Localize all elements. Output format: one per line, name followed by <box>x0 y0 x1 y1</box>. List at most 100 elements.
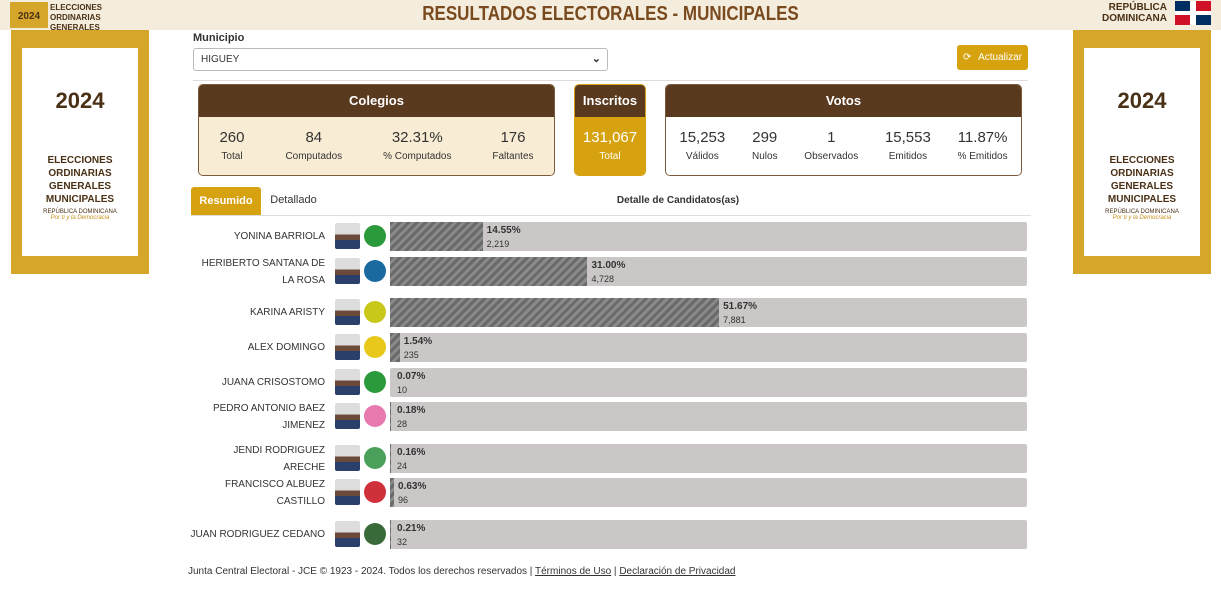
vote-track: 51.67% 7,881 <box>390 298 1027 327</box>
stat-value: 299 <box>752 129 778 146</box>
stat-label: Nulos <box>751 151 778 162</box>
vote-bar <box>390 478 394 507</box>
candidate-photo <box>335 258 360 284</box>
stat: 131,067 Total <box>582 129 638 175</box>
filter-label: Municipio <box>193 32 245 44</box>
stat-label: % Computados <box>383 151 452 162</box>
stat-value: 15,253 <box>679 129 726 146</box>
stat-label: Total <box>221 151 243 162</box>
stat-value: 1 <box>827 129 836 146</box>
stat-label: Emitidos <box>888 151 928 162</box>
divider <box>191 215 1031 216</box>
votes-label: 28 <box>397 419 408 429</box>
card-title: Inscritos <box>575 85 645 117</box>
country: REPÚBLICA DOMINICANA <box>1102 2 1167 24</box>
stat-value: 84 <box>305 129 323 146</box>
side-banner: 2024 ELECCIONES ORDINARIAS GENERALES MUN… <box>1073 30 1211 274</box>
vote-bar <box>390 257 588 286</box>
vote-bar <box>390 298 720 327</box>
banner-title: ELECCIONES ORDINARIAS GENERALES MUNICIPA… <box>45 155 115 205</box>
votos-card: Votos 15,253 Válidos 299 Nulos 1 Observados 15,… <box>665 84 1022 176</box>
stat: 32.31% % Computados <box>383 129 452 175</box>
stat: 15,253 Válidos <box>679 129 726 175</box>
pct-label: 0.18% <box>397 405 426 416</box>
stat-label: Computados <box>285 151 343 162</box>
stat: 260 Total <box>219 129 245 175</box>
party-logo <box>364 481 386 503</box>
page-title: RESULTADOS ELECTORALES - MUNICIPALES <box>422 3 799 25</box>
tab-active[interactable]: Resumido <box>191 187 261 215</box>
municipio-select[interactable]: HIGUEY ⌄ <box>193 48 608 71</box>
stat-value: 131,067 <box>582 129 638 146</box>
votes-label: 24 <box>397 461 408 471</box>
vote-track: 0.18% 28 <box>390 402 1027 431</box>
vote-bar <box>390 520 392 549</box>
candidate-name: PEDRO ANTONIO BAEZ JIMENEZ <box>212 402 325 431</box>
pct-label: 14.55% <box>486 225 521 236</box>
pct-label: 1.54% <box>403 336 433 347</box>
stat-label: % Emitidos <box>957 151 1008 162</box>
votes-label: 4,728 <box>591 274 614 284</box>
side-banner: 2024 ELECCIONES ORDINARIAS GENERALES MUN… <box>11 30 149 274</box>
party-logo <box>364 336 386 358</box>
divider <box>193 80 1028 81</box>
banner-year: 2024 <box>1117 88 1167 113</box>
banner-country: REPÚBLICA DOMINICANA <box>1105 209 1179 215</box>
pct-label: 0.07% <box>397 371 426 382</box>
party-logo <box>364 405 386 427</box>
candidate-row: PEDRO ANTONIO BAEZ JIMENEZ 0.18% 28 <box>190 402 1030 431</box>
candidate-name: JENDI RODRIGUEZ ARECHE <box>233 444 325 473</box>
stat: 299 Nulos <box>751 129 778 175</box>
select-value: HIGUEY <box>201 54 240 65</box>
vote-track: 31.00% 4,728 <box>390 257 1027 286</box>
stat-value: 176 <box>500 129 526 146</box>
party-logo <box>364 225 386 247</box>
candidate-name: FRANCISCO ALBUEZ CASTILLO <box>224 478 325 507</box>
party-logo <box>364 301 386 323</box>
stat: 84 Computados <box>285 129 343 175</box>
vote-bar <box>390 222 483 251</box>
vote-track: 0.21% 32 <box>390 520 1027 549</box>
banner-country: REPÚBLICA DOMINICANA <box>43 209 117 215</box>
banner-year: 2024 <box>55 88 105 113</box>
candidate-name: YONINA BARRIOLA <box>233 231 325 242</box>
vote-track: 0.07% 10 <box>390 368 1027 397</box>
candidate-photo <box>335 299 360 325</box>
vote-track: 0.63% 96 <box>390 478 1027 507</box>
card-title: Colegios <box>199 85 554 117</box>
votes-label: 10 <box>397 385 408 395</box>
button-label: Actualizar <box>978 52 1022 63</box>
party-logo <box>364 447 386 469</box>
banner-title: ELECCIONES ORDINARIAS GENERALES MUNICIPA… <box>1107 155 1177 205</box>
stat: 11.87% % Emitidos <box>957 129 1008 175</box>
candidate-name: JUAN RODRIGUEZ CEDANO <box>190 529 325 540</box>
banner-slogan: Por ti y la Democracia <box>50 215 110 221</box>
candidate-photo <box>335 334 360 360</box>
stat: 15,553 Emitidos <box>885 129 931 175</box>
candidate-photo <box>335 403 360 429</box>
pct-label: 51.67% <box>723 301 758 312</box>
votes-label: 2,219 <box>486 239 510 249</box>
colegios-card: Colegios 260 Total 84 Computados 32.31% % Comp… <box>198 84 555 176</box>
vote-track: 14.55% 2,219 <box>390 222 1027 251</box>
candidate-photo <box>335 369 360 395</box>
footer-text: Junta Central Electoral - JCE © 1923 - 2… <box>188 566 528 577</box>
footer: Junta Central Electoral - JCE © 1923 - 2… <box>188 566 736 577</box>
candidate-row: JUAN RODRIGUEZ CEDANO 0.21% 32 <box>190 520 1030 549</box>
candidate-photo <box>335 521 360 547</box>
refresh-button[interactable]: ⟳ Actualizar <box>957 45 1028 70</box>
footer-link[interactable]: Declaración de Privacidad <box>619 566 736 577</box>
footer-link[interactable]: Términos de Uso <box>535 566 612 577</box>
party-logo <box>364 260 386 282</box>
stat-value: 11.87% <box>957 129 1008 146</box>
vote-bar <box>390 333 400 362</box>
section-heading: Detalle de Candidatos(as) <box>616 195 740 206</box>
tab[interactable]: Detallado <box>270 194 317 206</box>
stat-value: 260 <box>219 129 245 146</box>
pct-label: 31.00% <box>591 260 626 271</box>
candidate-row: JENDI RODRIGUEZ ARECHE 0.16% 24 <box>190 444 1030 473</box>
candidate-photo <box>335 445 360 471</box>
stat-label: Total <box>599 151 621 162</box>
candidate-row: JUANA CRISOSTOMO 0.07% 10 <box>190 368 1030 397</box>
